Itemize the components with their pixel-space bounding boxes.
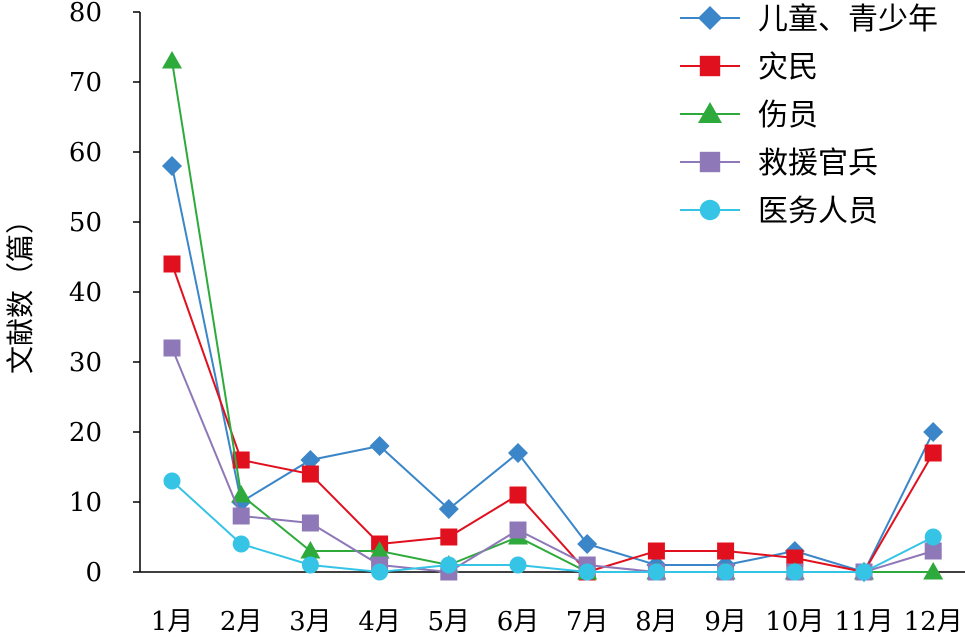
series-layer <box>162 51 944 582</box>
legend-label: 伤员 <box>758 98 818 133</box>
x-tick-label: 2月 <box>220 607 263 637</box>
legend-label: 儿童、青少年 <box>758 2 938 37</box>
data-point <box>438 499 459 519</box>
y-tick-label: 30 <box>69 348 102 378</box>
x-tick-label: 6月 <box>497 607 540 637</box>
data-point <box>301 514 319 532</box>
legend-entry: 灾民 <box>680 50 818 85</box>
data-point <box>232 507 250 525</box>
data-point <box>923 562 944 580</box>
data-point <box>369 436 390 456</box>
y-tick-label: 20 <box>69 418 102 448</box>
data-point <box>163 472 181 490</box>
legend-entry: 伤员 <box>680 98 818 133</box>
legend-entry: 救援官兵 <box>680 146 878 181</box>
series-5 <box>163 472 942 581</box>
x-tick-label: 9月 <box>704 607 747 637</box>
y-axis-label: 文献数（篇） <box>4 206 37 374</box>
data-point <box>717 563 735 581</box>
x-tick-label: 10月 <box>765 607 824 637</box>
series-line <box>171 60 934 573</box>
data-point <box>924 528 942 546</box>
series-4 <box>163 339 942 581</box>
x-tick-label: 1月 <box>151 607 194 637</box>
legend-label: 灾民 <box>758 50 818 85</box>
data-point <box>786 549 804 567</box>
data-point <box>301 465 319 483</box>
data-point <box>647 542 665 560</box>
legend-marker <box>698 6 722 30</box>
data-point <box>440 556 458 574</box>
data-point <box>855 563 873 581</box>
axes: 0 10 20 30 40 50 60 70 80 1月 2月 3月 4月 5月 6月 7月 8月 9月 10月 11… <box>69 0 965 637</box>
data-point <box>509 486 527 504</box>
data-point <box>577 534 598 554</box>
y-tick-label: 60 <box>69 138 102 168</box>
legend-label: 医务人员 <box>758 194 878 229</box>
y-tick-label: 10 <box>69 488 102 518</box>
x-tick-label: 11月 <box>834 607 893 637</box>
y-tick-label: 0 <box>85 558 102 588</box>
data-point <box>509 556 527 574</box>
data-point <box>508 443 528 463</box>
data-point <box>440 528 458 546</box>
data-point <box>924 444 942 462</box>
legend-marker <box>699 55 721 77</box>
legend-entry: 儿童、青少年 <box>680 2 938 37</box>
data-point <box>647 563 665 581</box>
data-point <box>578 563 596 581</box>
y-tick-label: 70 <box>69 68 102 98</box>
y-tick-label: 80 <box>69 0 102 28</box>
x-tick-label: 4月 <box>358 607 401 637</box>
data-point <box>717 542 735 560</box>
data-point <box>163 339 181 357</box>
data-point <box>786 563 804 581</box>
data-point <box>163 255 181 273</box>
x-tick-label: 5月 <box>428 607 471 637</box>
data-point <box>924 542 942 560</box>
legend-marker <box>698 102 722 123</box>
x-tick-label: 7月 <box>566 607 609 637</box>
data-point <box>369 541 390 559</box>
data-point <box>371 563 389 581</box>
x-tick-label: 8月 <box>635 607 678 637</box>
series-line <box>171 347 934 574</box>
y-tick-label: 40 <box>69 278 102 308</box>
series-2 <box>163 255 942 581</box>
legend-marker <box>699 199 721 221</box>
x-tick-label: 3月 <box>289 607 332 637</box>
series-line <box>171 165 935 574</box>
data-point <box>509 521 527 539</box>
x-tick-label: 12月 <box>904 607 963 637</box>
legend-entry: 医务人员 <box>680 194 878 229</box>
series-3 <box>162 51 944 580</box>
y-tick-label: 50 <box>69 208 102 238</box>
data-point <box>231 485 252 503</box>
data-point <box>162 156 182 176</box>
data-point <box>300 450 321 470</box>
series-line <box>171 480 934 574</box>
data-point <box>232 535 250 553</box>
data-point <box>301 556 319 574</box>
data-point <box>162 51 182 69</box>
data-point <box>923 422 944 442</box>
legend-label: 救援官兵 <box>758 146 878 181</box>
legend-marker <box>699 151 721 173</box>
series-line <box>171 263 935 574</box>
data-point <box>300 541 321 559</box>
